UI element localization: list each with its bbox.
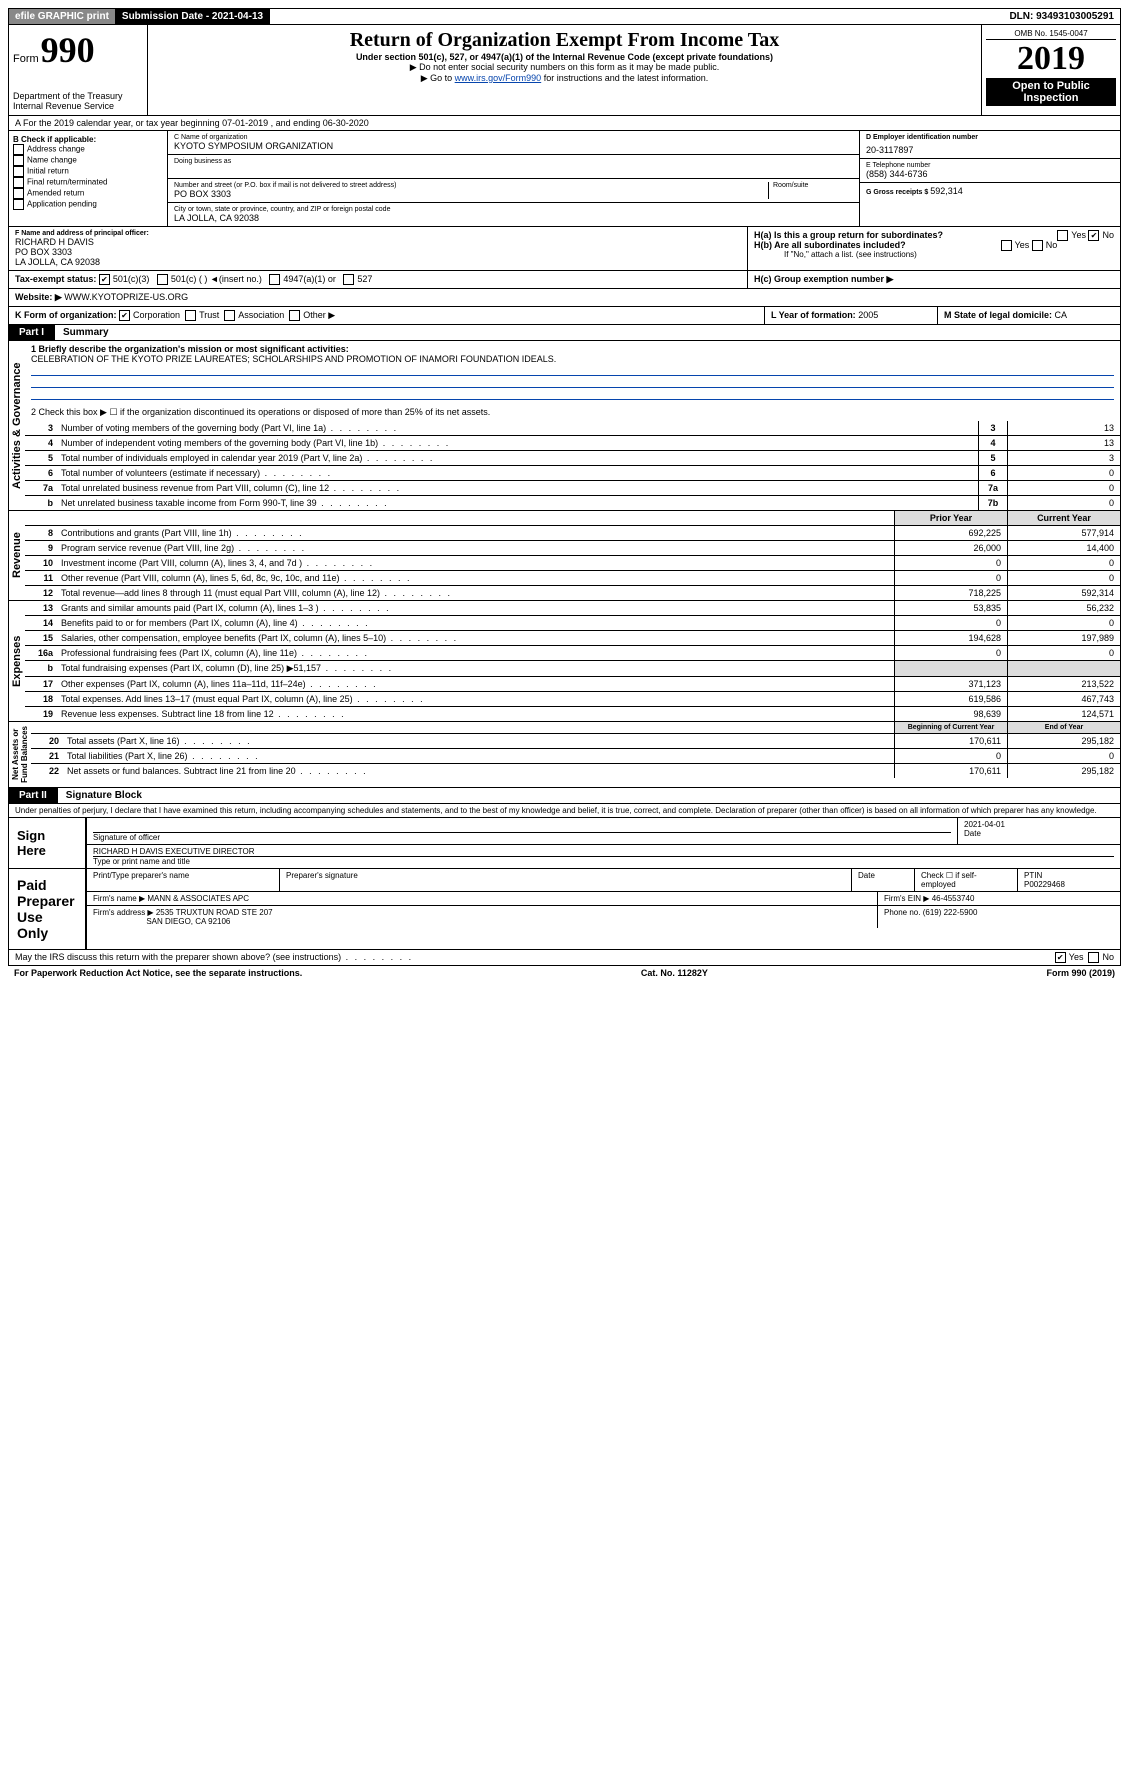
tax-year: 2019 xyxy=(986,40,1116,78)
row-k-l-m: K Form of organization: Corporation Trus… xyxy=(8,307,1121,325)
label-revenue: Revenue xyxy=(9,511,25,600)
table-row: 20Total assets (Part X, line 16)170,6112… xyxy=(31,734,1120,749)
part2-header: Part II Signature Block xyxy=(8,788,1121,804)
dln: DLN: 93493103005291 xyxy=(1003,9,1120,24)
chk-address-change[interactable] xyxy=(13,144,24,155)
table-row: 15Salaries, other compensation, employee… xyxy=(25,631,1120,646)
label-governance: Activities & Governance xyxy=(9,341,25,510)
chk-hb-no[interactable] xyxy=(1032,240,1043,251)
address-cell: Number and street (or P.O. box if mail i… xyxy=(168,179,859,203)
part1-header: Part I Summary xyxy=(8,325,1121,341)
chk-assoc[interactable] xyxy=(224,310,235,321)
footer-final: For Paperwork Reduction Act Notice, see … xyxy=(8,966,1121,980)
dba-cell: Doing business as xyxy=(168,155,859,179)
jurat-text: Under penalties of perjury, I declare th… xyxy=(8,804,1121,818)
table-row: 17Other expenses (Part IX, column (A), l… xyxy=(25,677,1120,692)
chk-discuss-no[interactable] xyxy=(1088,952,1099,963)
discuss-row: May the IRS discuss this return with the… xyxy=(8,950,1121,966)
section-revenue: Revenue Prior Year Current Year 8Contrib… xyxy=(8,511,1121,601)
table-row: 19Revenue less expenses. Subtract line 1… xyxy=(25,707,1120,721)
chk-discuss-yes[interactable] xyxy=(1055,952,1066,963)
table-row: 13Grants and similar amounts paid (Part … xyxy=(25,601,1120,616)
table-row: 11Other revenue (Part VIII, column (A), … xyxy=(25,571,1120,586)
row-i-hc: Tax-exempt status: 501(c)(3) 501(c) ( ) … xyxy=(8,271,1121,289)
ein-cell: D Employer identification number 20-3117… xyxy=(860,131,1120,159)
chk-amended[interactable] xyxy=(13,188,24,199)
chk-527[interactable] xyxy=(343,274,354,285)
table-row: 21Total liabilities (Part X, line 26)00 xyxy=(31,749,1120,764)
efile-button[interactable]: efile GRAPHIC print xyxy=(9,9,116,24)
city-cell: City or town, state or province, country… xyxy=(168,203,859,226)
chk-ha-yes[interactable] xyxy=(1057,230,1068,241)
chk-501c3[interactable] xyxy=(99,274,110,285)
sign-here-block: Sign Here Signature of officer 2021-04-0… xyxy=(8,818,1121,869)
form-number: Form990 xyxy=(13,29,143,71)
instr-2: ▶ Go to www.irs.gov/Form990 for instruct… xyxy=(152,73,977,84)
form-header: Form990 Department of the Treasury Inter… xyxy=(8,25,1121,116)
table-row: 14Benefits paid to or for members (Part … xyxy=(25,616,1120,631)
phone-cell: E Telephone number (858) 344-6736 xyxy=(860,159,1120,183)
section-netassets: Net Assets or Fund Balances Beginning of… xyxy=(8,722,1121,788)
chk-ha-no[interactable] xyxy=(1088,230,1099,241)
section-expenses: Expenses 13Grants and similar amounts pa… xyxy=(8,601,1121,722)
table-row: bTotal fundraising expenses (Part IX, co… xyxy=(25,661,1120,677)
chk-501c[interactable] xyxy=(157,274,168,285)
row-f-h: F Name and address of principal officer:… xyxy=(8,227,1121,271)
chk-other[interactable] xyxy=(289,310,300,321)
table-row: 9Program service revenue (Part VIII, lin… xyxy=(25,541,1120,556)
section-governance: Activities & Governance 1 Briefly descri… xyxy=(8,341,1121,511)
label-netassets: Net Assets or Fund Balances xyxy=(9,722,31,787)
top-bar: efile GRAPHIC print Submission Date - 20… xyxy=(8,8,1121,25)
submission-date-button[interactable]: Submission Date - 2021-04-13 xyxy=(116,9,270,24)
table-row: 18Total expenses. Add lines 13–17 (must … xyxy=(25,692,1120,707)
chk-app-pending[interactable] xyxy=(13,199,24,210)
chk-initial-return[interactable] xyxy=(13,166,24,177)
two-col-header: Prior Year Current Year xyxy=(25,511,1120,526)
table-row: 7aTotal unrelated business revenue from … xyxy=(25,481,1120,496)
na-header: Beginning of Current Year End of Year xyxy=(31,722,1120,734)
table-row: 8Contributions and grants (Part VIII, li… xyxy=(25,526,1120,541)
instr-1: ▶ Do not enter social security numbers o… xyxy=(152,62,977,73)
irs-link[interactable]: www.irs.gov/Form990 xyxy=(455,73,542,83)
table-row: 5Total number of individuals employed in… xyxy=(25,451,1120,466)
sub-title: Under section 501(c), 527, or 4947(a)(1)… xyxy=(152,52,977,62)
chk-4947[interactable] xyxy=(269,274,280,285)
table-row: 16aProfessional fundraising fees (Part I… xyxy=(25,646,1120,661)
table-row: 3Number of voting members of the governi… xyxy=(25,421,1120,436)
table-row: 12Total revenue—add lines 8 through 11 (… xyxy=(25,586,1120,600)
chk-trust[interactable] xyxy=(185,310,196,321)
chk-hb-yes[interactable] xyxy=(1001,240,1012,251)
label-expenses: Expenses xyxy=(9,601,25,721)
org-name-cell: C Name of organization KYOTO SYMPOSIUM O… xyxy=(168,131,859,155)
table-row: bNet unrelated business taxable income f… xyxy=(25,496,1120,510)
main-title: Return of Organization Exempt From Incom… xyxy=(152,29,977,52)
chk-corp[interactable] xyxy=(119,310,130,321)
omb-number: OMB No. 1545-0047 xyxy=(986,29,1116,40)
row-a-tax-year: A For the 2019 calendar year, or tax yea… xyxy=(8,116,1121,131)
section-b-to-g: B Check if applicable: Address change Na… xyxy=(8,131,1121,227)
chk-name-change[interactable] xyxy=(13,155,24,166)
table-row: 4Number of independent voting members of… xyxy=(25,436,1120,451)
chk-final-return[interactable] xyxy=(13,177,24,188)
table-row: 10Investment income (Part VIII, column (… xyxy=(25,556,1120,571)
gross-receipts-cell: G Gross receipts $ 592,314 xyxy=(860,183,1120,199)
table-row: 6Total number of volunteers (estimate if… xyxy=(25,466,1120,481)
open-public-badge: Open to Public Inspection xyxy=(986,78,1116,106)
col-b-checkboxes: B Check if applicable: Address change Na… xyxy=(9,131,168,226)
dept-treasury: Department of the Treasury Internal Reve… xyxy=(13,91,143,111)
table-row: 22Net assets or fund balances. Subtract … xyxy=(31,764,1120,778)
row-j-website: Website: ▶ WWW.KYOTOPRIZE-US.ORG xyxy=(8,289,1121,307)
paid-preparer-block: Paid Preparer Use Only Print/Type prepar… xyxy=(8,869,1121,950)
